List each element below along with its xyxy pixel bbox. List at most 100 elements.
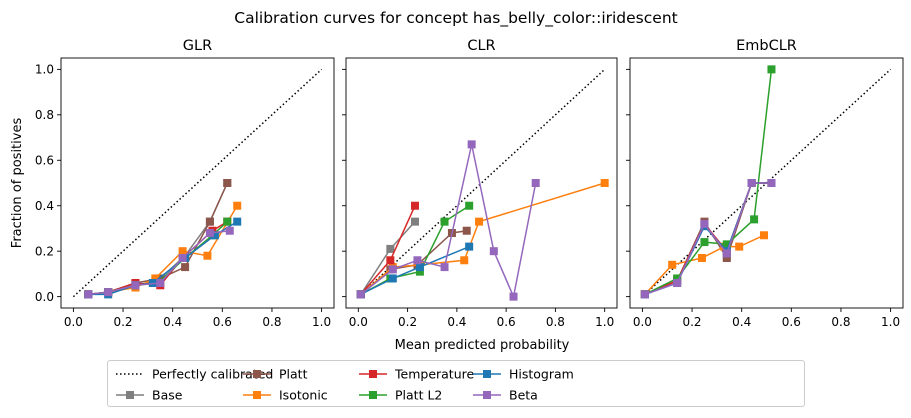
point-isotonic [760,231,769,240]
point-beta [413,256,422,265]
x-tick-label-embclr: 0.8 [831,315,850,329]
legend-item-beta: Beta [473,388,538,403]
point-platt [223,179,232,187]
legend-label: Base [152,388,183,403]
figure-title: Calibration curves for concept has_belly… [234,9,677,28]
x-tick-label-clr: 1.0 [595,315,614,329]
legend-label: Perfectly calibrated [152,367,273,382]
point-platt [722,254,731,262]
point-isotonic [460,256,469,265]
plot-area-embclr [640,65,892,299]
point-platt-l2 [767,65,776,74]
axes-frame-clr [345,57,618,309]
point-histogram [415,263,424,272]
legend-label: Beta [509,388,538,403]
legend-swatch-marker [369,370,377,378]
legend-item-temperature: Temperature [359,367,474,382]
point-beta [131,281,140,290]
point-histogram [233,217,242,226]
x-tick-label-embclr: 0.0 [633,315,652,329]
point-platt-l2 [673,274,682,283]
y-tick-label: 0.8 [35,108,54,122]
axes-frame-embclr [629,57,904,309]
legend-item-platt-l2: Platt L2 [359,388,442,403]
legend-swatch-marker [369,391,377,399]
x-tick-label-glr: 0.6 [213,315,232,329]
x-axis-label: Mean predicted probability [395,338,570,353]
point-beta [388,265,397,274]
x-tick-label-clr: 0.0 [349,315,368,329]
point-beta [84,290,93,299]
point-beta [722,249,731,258]
point-temperature [410,201,419,210]
point-beta [700,219,709,228]
legend-entries: Perfectly calibrated Base Platt Isotonic Tem… [116,367,574,403]
point-beta [489,247,498,256]
y-axis-label: Fraction of positives [10,118,25,249]
legend-item-base: Base [116,388,183,403]
point-beta [640,290,649,299]
point-beta [747,179,756,187]
x-tick-label-embclr: 1.0 [881,315,900,329]
panel-glr: GLR 0.0 0.2 0.4 0.6 0.8 1.0 0.0 0.2 0.4 0.6 0.8 1.0 [35,38,335,329]
x-tick-label-glr: 1.0 [312,315,331,329]
x-tick-label-embclr: 0.4 [732,315,751,329]
point-isotonic [668,260,677,269]
legend-swatch-marker [253,370,261,378]
plot-area-glr [72,68,323,299]
series-line-isotonic [644,234,765,295]
legend-label: Temperature [394,367,474,382]
point-beta [156,279,165,287]
point-platt-l2 [415,267,424,276]
series-line-isotonic [360,182,605,295]
legend-item-platt: Platt [243,367,308,382]
x-tick-label-glr: 0.8 [262,315,281,329]
x-tick-label-glr: 0.2 [113,315,132,329]
point-base [410,217,419,226]
point-isotonic [151,274,160,283]
point-platt [462,226,471,235]
series-line-histogram [360,245,470,296]
point-beta [104,288,113,297]
point-isotonic [178,247,187,256]
point-isotonic [697,254,706,262]
x-tick-label-glr: 0.0 [64,315,83,329]
point-isotonic [233,201,242,210]
point-histogram [465,242,474,251]
x-tick-label-clr: 0.4 [447,315,466,329]
point-beta [467,140,476,149]
point-platt [181,263,190,272]
legend-swatch-marker [483,370,491,378]
series-line-beta [360,144,537,300]
x-tick-label-embclr: 0.2 [682,315,701,329]
point-beta [356,290,365,299]
y-tick-label: 1.0 [35,63,54,77]
point-temperature [386,256,395,265]
legend-item-perfectly-calibrated: Perfectly calibrated [116,367,273,382]
x-tick-label-embclr: 0.6 [782,315,801,329]
perfectly-calibrated-line [357,68,606,298]
point-beta [767,179,776,187]
x-tick-label-clr: 0.2 [398,315,417,329]
legend-label: Isotonic [279,388,328,403]
perfectly-calibrated-line [72,68,323,298]
legend-swatch-marker [126,391,134,399]
legend: Perfectly calibrated Base Platt Isotonic Tem… [107,360,805,407]
panel-embclr: EmbCLR 0.0 0.2 0.4 0.6 0.8 1.0 [626,38,904,329]
panel-clr: CLR 0.0 0.2 0.4 0.6 0.8 1.0 [342,38,618,329]
y-tick-label: 0.6 [35,154,54,168]
point-platt-l2 [750,215,759,224]
point-platt-l2 [465,201,474,210]
point-isotonic [735,242,744,251]
legend-item-isotonic: Isotonic [243,388,328,403]
point-platt [205,217,214,226]
point-beta [225,226,234,235]
x-tick-label-glr: 0.4 [163,315,182,329]
point-histogram [210,231,219,240]
panel-title-glr: GLR [183,38,212,54]
point-beta [509,292,518,301]
point-histogram [388,274,397,283]
x-tick-label-clr: 0.8 [546,315,565,329]
x-tick-label-clr: 0.6 [497,315,516,329]
point-platt-l2 [440,217,449,226]
